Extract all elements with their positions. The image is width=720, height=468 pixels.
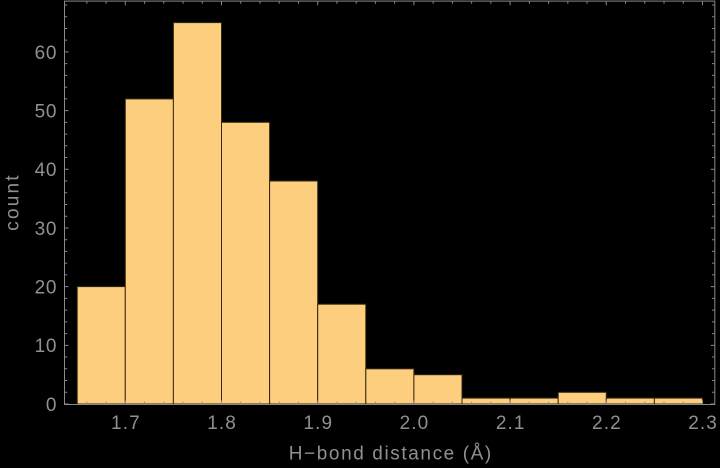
svg-text:2.3: 2.3	[688, 413, 718, 434]
svg-text:20: 20	[35, 278, 57, 299]
svg-text:60: 60	[35, 43, 57, 64]
svg-text:50: 50	[35, 102, 57, 123]
svg-text:2.0: 2.0	[400, 413, 430, 434]
svg-text:1.7: 1.7	[111, 413, 141, 434]
svg-text:40: 40	[35, 160, 57, 181]
svg-text:2.1: 2.1	[496, 413, 526, 434]
svg-text:0: 0	[46, 395, 57, 416]
svg-text:30: 30	[35, 219, 57, 240]
svg-text:H−bond distance (Å): H−bond distance (Å)	[289, 444, 493, 465]
svg-text:10: 10	[35, 336, 57, 357]
svg-text:2.2: 2.2	[592, 413, 622, 434]
svg-text:1.8: 1.8	[207, 413, 237, 434]
svg-text:1.9: 1.9	[303, 413, 333, 434]
svg-text:count: count	[2, 173, 23, 230]
